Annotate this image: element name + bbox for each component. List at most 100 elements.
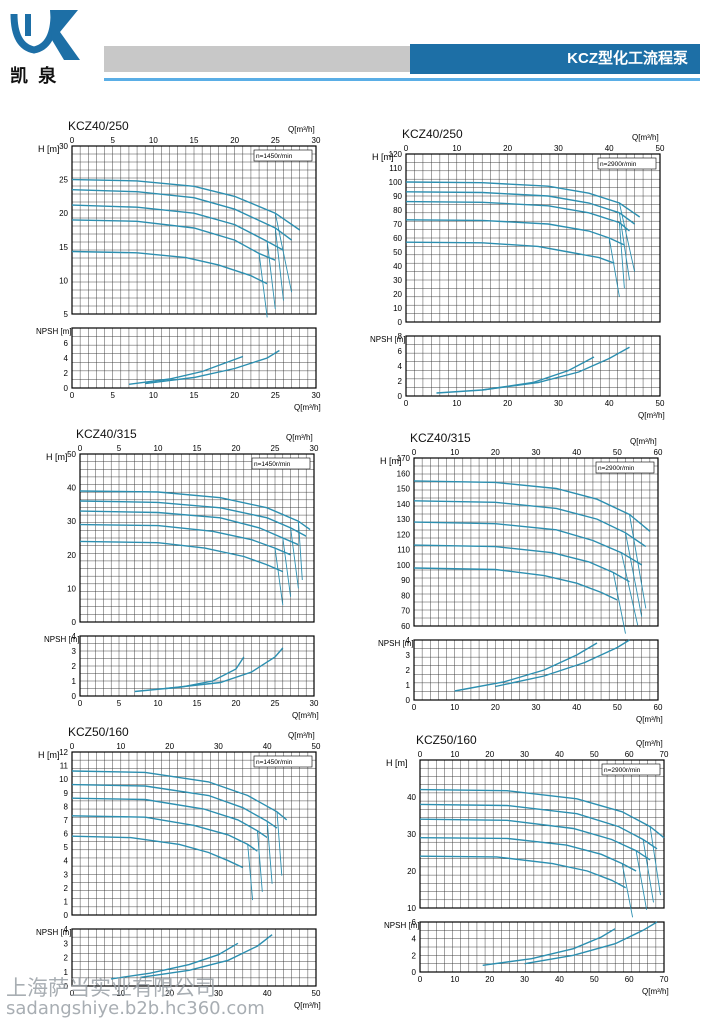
x-tick-bottom: 10 <box>450 975 459 984</box>
watermark-company: 上海萨当实业有限公司 <box>6 976 216 1000</box>
chart-panel-5: KCZ50/160 Q[m³/h] H [m] NPSH [m] n=1450r/min… <box>36 722 336 1014</box>
x-tick-bottom: 40 <box>263 989 272 998</box>
x-tick-top: 25 <box>271 136 280 145</box>
iso-efficiency-curve <box>618 212 630 281</box>
npsh-curve <box>128 355 244 385</box>
npsh-curve <box>454 642 598 692</box>
x-tick-top: 20 <box>232 444 241 453</box>
npsh-y-tick: 2 <box>72 662 77 671</box>
h-y-tick: 20 <box>59 209 68 218</box>
x-tick-bottom: 30 <box>214 989 223 998</box>
chart-kcz50-160-1450: KCZ50/160 Q[m³/h] H [m] NPSH [m] n=1450r/min… <box>36 725 321 1010</box>
head-curve <box>419 803 658 850</box>
y-axis-label-h: H [m] <box>386 758 408 768</box>
chart-panel-3: KCZ40/315 Q[m³/h] H [m] NPSH [m] n=1450r/min… <box>44 424 334 724</box>
speed-box <box>597 157 657 170</box>
npsh-curve <box>482 928 616 966</box>
x-tick-bottom: 0 <box>404 399 409 408</box>
h-y-tick: 9 <box>64 789 69 798</box>
h-y-tick: 50 <box>393 248 402 257</box>
h-y-tick: 60 <box>393 234 402 243</box>
npsh-y-tick: 4 <box>64 354 69 363</box>
iso-efficiency-curve <box>629 514 647 609</box>
npsh-y-tick: 8 <box>398 332 403 341</box>
head-curve <box>79 540 284 573</box>
x-tick-top: 0 <box>70 136 75 145</box>
h-y-tick: 120 <box>397 530 411 539</box>
npsh-y-tick: 0 <box>64 982 69 991</box>
iso-efficiency-curve <box>620 552 639 626</box>
h-y-tick: 160 <box>397 469 411 478</box>
npsh-curve <box>140 934 273 979</box>
speed-label: n=1450r/min <box>256 153 293 160</box>
head-curve <box>413 544 630 583</box>
y-axis-label-npsh: NPSH [m] <box>36 928 72 937</box>
y-axis-label-h: H [m] <box>372 152 394 162</box>
npsh-curve <box>524 921 658 965</box>
npsh-y-tick: 2 <box>412 951 417 960</box>
speed-box <box>595 461 655 474</box>
head-curve <box>79 500 307 537</box>
iso-efficiency-curve <box>642 839 654 903</box>
h-y-tick: 90 <box>401 576 410 585</box>
x-tick-bottom: 20 <box>232 699 241 708</box>
npsh-y-tick: 2 <box>406 666 411 675</box>
speed-label: n=2900r/min <box>598 465 635 472</box>
x-tick-top: 10 <box>450 750 459 759</box>
npsh-y-tick: 2 <box>64 954 69 963</box>
h-y-tick: 8 <box>64 802 69 811</box>
npsh-y-tick: 2 <box>398 377 403 386</box>
h-y-tick: 50 <box>67 450 76 459</box>
chart-title: KCZ40/315 <box>410 431 471 445</box>
h-y-tick: 25 <box>59 176 68 185</box>
iso-efficiency-curve <box>247 844 254 901</box>
chart-title: KCZ40/250 <box>68 119 129 133</box>
x-tick-bottom: 20 <box>165 989 174 998</box>
h-plot-frame <box>71 145 317 315</box>
x-tick-top: 0 <box>70 742 75 751</box>
h-plot-frame <box>419 759 665 909</box>
head-curve <box>79 523 291 556</box>
iso-efficiency-curve <box>282 537 292 597</box>
y-axis-label-npsh: NPSH [m] <box>378 639 414 648</box>
head-curve <box>71 219 276 261</box>
x-axis-label-top: Q[m³/h] <box>288 731 315 740</box>
npsh-y-tick: 4 <box>412 935 417 944</box>
watermark-url: sadangshiye.b2b.hc360.com <box>6 998 265 1019</box>
h-y-tick: 150 <box>397 485 411 494</box>
npsh-y-tick: 1 <box>72 677 77 686</box>
x-tick-top: 10 <box>149 136 158 145</box>
head-curve <box>413 521 643 566</box>
h-y-tick: 30 <box>407 830 416 839</box>
npsh-y-tick: 3 <box>64 939 69 948</box>
iso-efficiency-curve <box>621 863 634 918</box>
npsh-y-tick: 0 <box>406 696 411 705</box>
speed-label: n=1450r/min <box>256 759 293 766</box>
x-tick-top: 15 <box>190 136 199 145</box>
x-tick-bottom: 20 <box>503 399 512 408</box>
npsh-plot-frame <box>405 335 661 397</box>
x-tick-bottom: 0 <box>412 703 417 712</box>
h-y-tick: 30 <box>59 142 68 151</box>
x-tick-top: 0 <box>418 750 423 759</box>
npsh-y-tick: 1 <box>406 681 411 690</box>
h-y-tick: 30 <box>67 517 76 526</box>
h-y-tick: 6 <box>64 830 69 839</box>
h-y-tick: 5 <box>64 310 69 319</box>
head-curve <box>405 200 630 232</box>
x-tick-bottom: 10 <box>452 399 461 408</box>
chart-kcz40-315-1450: KCZ40/315 Q[m³/h] H [m] NPSH [m] n=1450r/min… <box>44 427 319 720</box>
iso-efficiency-curve <box>618 202 636 272</box>
x-tick-bottom: 50 <box>312 989 321 998</box>
x-tick-top: 0 <box>412 448 417 457</box>
npsh-y-tick: 0 <box>398 392 403 401</box>
x-tick-top: 30 <box>214 742 223 751</box>
h-y-tick: 30 <box>393 276 402 285</box>
x-tick-top: 40 <box>263 742 272 751</box>
h-y-tick: 3 <box>64 870 69 879</box>
h-plot-frame <box>413 457 659 627</box>
x-tick-bottom: 10 <box>116 989 125 998</box>
speed-box <box>251 457 311 470</box>
x-tick-top: 10 <box>154 444 163 453</box>
x-axis-label-bottom: Q[m³/h] <box>638 411 665 420</box>
